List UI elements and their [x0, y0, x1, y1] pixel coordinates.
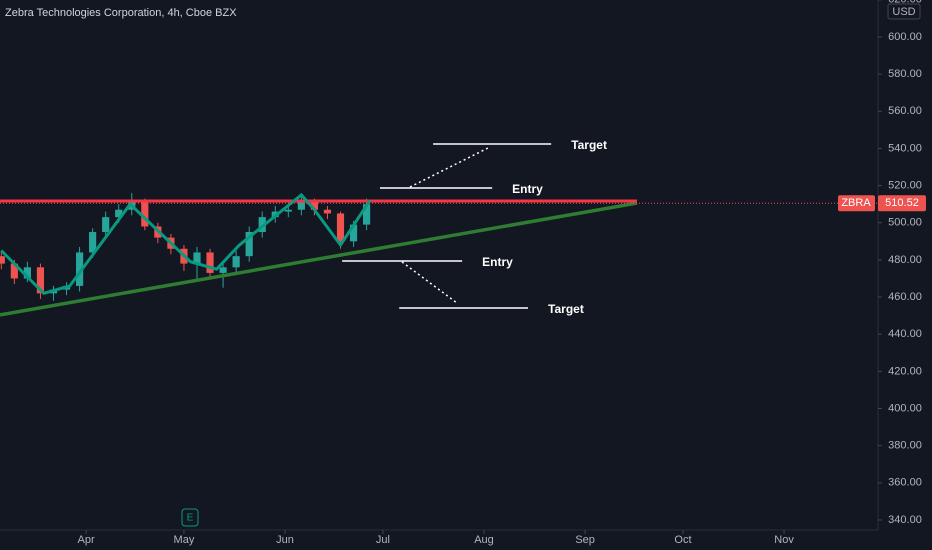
candle-body	[115, 209, 123, 218]
y-tick-label: 600.00	[888, 31, 922, 43]
symbol-label: ZBRA	[841, 197, 871, 209]
y-tick-label: 440.00	[888, 328, 922, 340]
pattern-line	[0, 193, 372, 295]
y-tick-label: 400.00	[888, 402, 922, 414]
x-tick-label: Nov	[774, 534, 794, 546]
y-tick-label: 380.00	[888, 440, 922, 452]
candle-body	[349, 224, 358, 242]
y-tick-label: 480.00	[888, 254, 922, 266]
y-tick-label: 420.00	[888, 365, 922, 377]
candle-body	[258, 217, 266, 233]
level-label: Target	[548, 302, 584, 316]
level-label: Entry	[482, 255, 513, 269]
level-label: Target	[571, 138, 607, 152]
last-price-box	[878, 195, 926, 212]
y-tick-label: 560.00	[888, 105, 922, 117]
y-tick-label: 620.00	[888, 0, 922, 6]
x-tick-label: Oct	[674, 534, 691, 546]
earnings-marker: E	[187, 513, 194, 524]
currency-box[interactable]	[887, 3, 921, 20]
candle-body	[297, 200, 305, 210]
candle-body	[0, 256, 5, 264]
chart-title: Zebra Technologies Corporation, 4h, Cboe…	[5, 7, 237, 19]
candle-body	[284, 209, 292, 212]
x-tick-label: Apr	[78, 534, 95, 546]
candle-body	[232, 256, 240, 268]
x-tick-label: May	[174, 534, 195, 546]
last-price-label: 510.52	[885, 197, 919, 209]
candle-body	[23, 267, 31, 279]
candle-body	[89, 232, 97, 253]
candle-body	[102, 217, 110, 233]
trendline	[0, 201, 638, 317]
y-tick-label: 580.00	[888, 68, 922, 80]
candle-body	[141, 200, 149, 227]
candle-body	[219, 267, 227, 273]
x-tick-label: Jul	[376, 534, 390, 546]
level-label: Entry	[512, 182, 543, 196]
x-tick-label: Aug	[474, 534, 494, 546]
x-tick-label: Jun	[276, 534, 294, 546]
candle-body	[36, 267, 45, 294]
y-tick-label: 500.00	[888, 217, 922, 229]
candle-body	[336, 213, 345, 242]
candle-body	[245, 232, 253, 257]
candle-body	[75, 252, 84, 286]
candle-body	[206, 252, 214, 273]
y-tick-label: 460.00	[888, 291, 922, 303]
y-tick-label: 540.00	[888, 142, 922, 154]
candle-body	[310, 200, 318, 210]
symbol-box	[838, 195, 875, 212]
candle-body	[363, 204, 371, 225]
candle-body	[10, 263, 18, 279]
y-tick-label: 340.00	[888, 514, 922, 526]
candle-body	[323, 209, 332, 214]
y-tick-label: 520.00	[888, 179, 922, 191]
connector	[401, 261, 458, 304]
y-tick-label: 360.00	[888, 477, 922, 489]
candle-body	[193, 252, 201, 264]
currency: USD	[892, 6, 915, 18]
plot	[0, 193, 638, 317]
x-tick-label: Sep	[575, 534, 595, 546]
earnings-icon[interactable]	[181, 508, 199, 527]
